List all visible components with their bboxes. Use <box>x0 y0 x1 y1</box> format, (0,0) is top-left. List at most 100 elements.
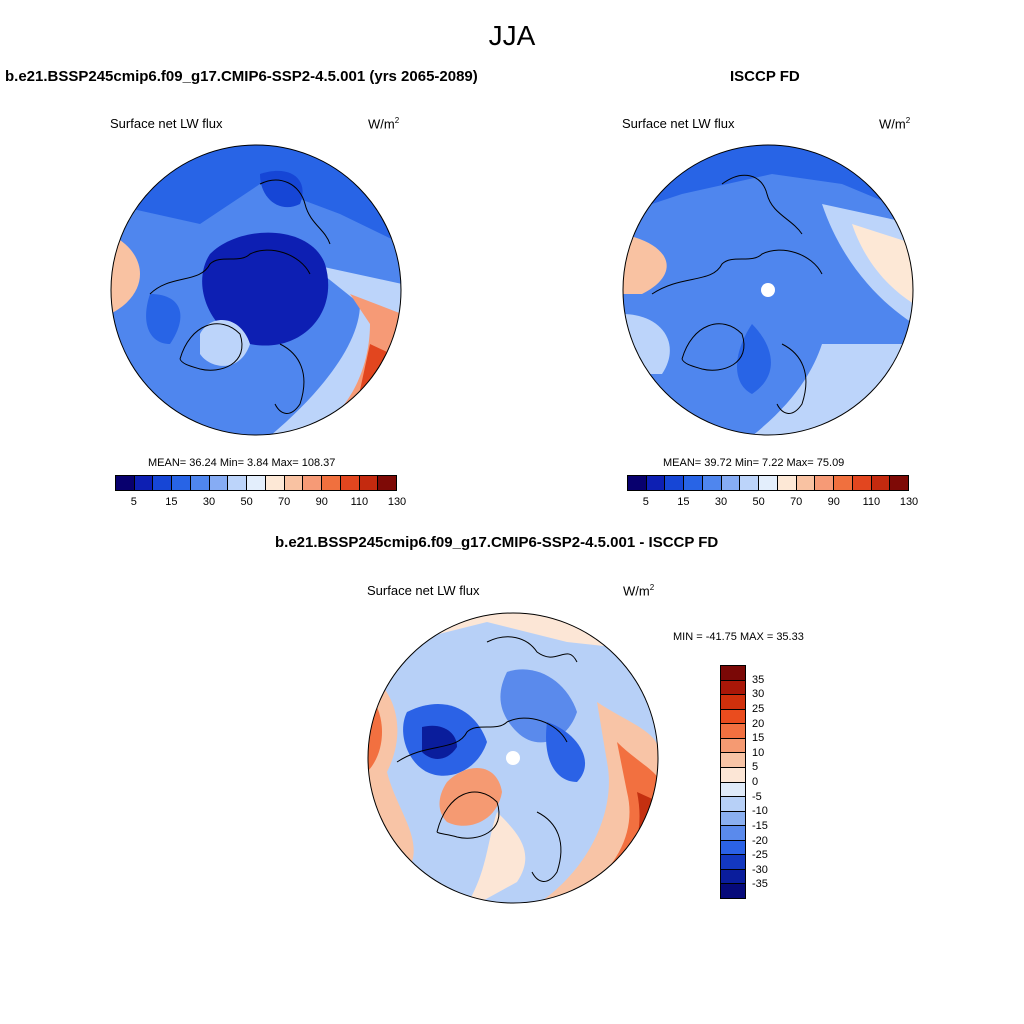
panel1-colorbar-tick-label: 110 <box>350 496 369 508</box>
panel2-variable: Surface net LW flux <box>622 116 735 131</box>
panel3-colorbar-color-box-8 <box>721 782 745 798</box>
panel1-colorbar-tick-label: 15 <box>165 496 178 508</box>
panel2-colorbar-tick-label: 130 <box>899 496 919 508</box>
panel1-colorbar-tick-label: 70 <box>278 496 291 508</box>
panel2-colorbar-tick-label: 5 <box>642 496 649 508</box>
panel1-colorbar-tick-label: 90 <box>315 496 328 508</box>
panel1-colorbar-color-box-14 <box>378 476 397 490</box>
panel3-colorbar-tick-label: 30 <box>752 688 765 701</box>
panel1-units: W/m2 <box>368 116 400 132</box>
panel3-colorbar-tick-label: -15 <box>752 819 768 832</box>
panel2-colorbar-color-box-13 <box>871 476 891 490</box>
panel3-colorbar-color-box-13 <box>721 855 745 870</box>
panel2-colorbar-tick-label: 110 <box>862 496 881 508</box>
panel1-colorbar-tick-label: 5 <box>130 496 137 508</box>
panel2-colorbar-color-box-4 <box>702 476 722 490</box>
panel1-colorbar-color-box-5 <box>209 476 229 490</box>
panel2-colorbar-tick-label: 15 <box>677 496 690 508</box>
panel2-colorbar-color-box-2 <box>665 476 685 490</box>
panel3-variable: Surface net LW flux <box>367 583 480 598</box>
panel3-coastlines <box>396 636 578 882</box>
panel3-colorbar-color-box-6 <box>721 753 745 768</box>
panel2-pole-hole <box>761 283 775 297</box>
panel3-pole-hole <box>506 751 520 765</box>
panel3-greenland-positive <box>439 768 502 826</box>
panel3-colorbar-color-box-14 <box>721 869 745 885</box>
panel1-colorbar-tick-label: 130 <box>387 496 407 508</box>
panel2-colorbar-color-box-9 <box>796 476 816 490</box>
panel1-colorbar-color-box-7 <box>247 476 266 490</box>
panel1-map-border <box>110 144 402 436</box>
panel2-polar-map <box>622 144 914 436</box>
panel2-colorbar-color-box-0 <box>628 476 647 490</box>
panel3-colorbar-color-box-2 <box>721 695 745 710</box>
panel1-colorbar-color-box-4 <box>190 476 210 490</box>
panel2-colorbar-tick-label: 50 <box>752 496 765 508</box>
panel3-colorbar-tick-label: 15 <box>752 732 765 745</box>
panel2-coastlines <box>651 174 823 414</box>
panel1-variable: Surface net LW flux <box>110 116 223 131</box>
panel1-colorbar-color-box-0 <box>116 476 135 490</box>
panel3-colorbar-tick-label: 10 <box>752 746 765 759</box>
panel3-polar-map <box>367 612 659 904</box>
panel2-colorbar-color-box-14 <box>890 476 909 490</box>
panel3-colorbar-ticks: 35 30 25 20 15 10 5 0 -5 -10 -15 -20 -25 -30 -35 <box>752 665 792 899</box>
panel3-colorbar-color-box-12 <box>721 840 745 856</box>
panel3-colorbar-color-box-7 <box>721 767 745 783</box>
panel1-colorbar-color-box-8 <box>265 476 285 490</box>
panel2-colorbar <box>627 475 909 491</box>
panel2-colorbar-color-box-12 <box>852 476 872 490</box>
panel2-colorbar-color-box-5 <box>721 476 741 490</box>
panel3-units: W/m2 <box>623 583 655 599</box>
figure-title: JJA <box>488 20 536 51</box>
panel1-title: b.e21.BSSP245cmip6.f09_g17.CMIP6-SSP2-4.… <box>5 68 478 85</box>
panel2-colorbar-color-box-3 <box>684 476 703 490</box>
panel3-colorbar-tick-label: 35 <box>752 673 765 686</box>
panel1-colorbar-color-box-9 <box>284 476 304 490</box>
panel3-colorbar-tick-label: 20 <box>752 717 765 730</box>
panel3-stats: MIN = -41.75 MAX = 35.33 <box>673 631 804 643</box>
panel3-colorbar-tick-label: -35 <box>752 878 768 891</box>
panel2-colorbar-tick-label: 90 <box>827 496 840 508</box>
panel3-colorbar-tick-label: -20 <box>752 834 768 847</box>
panel3-colorbar <box>720 665 746 899</box>
panel1-stats: MEAN= 36.24 Min= 3.84 Max= 108.37 <box>148 457 336 469</box>
panel2-colorbar-color-box-8 <box>777 476 797 490</box>
panel2-colorbar-color-box-7 <box>759 476 778 490</box>
panel1-colorbar-ticks: 5 15 30 50 70 90 110 130 <box>115 496 406 510</box>
panel1-colorbar-color-box-12 <box>340 476 360 490</box>
panel2-colorbar-color-box-1 <box>646 476 666 490</box>
panel3-colorbar-color-box-9 <box>721 797 745 812</box>
panel2-colorbar-tick-label: 30 <box>714 496 728 508</box>
panel1-colorbar-color-box-3 <box>172 476 191 490</box>
panel3-colorbar-color-box-10 <box>721 811 745 827</box>
panel3-colorbar-tick-label: 5 <box>752 761 759 774</box>
panel1-colorbar-color-box-1 <box>134 476 154 490</box>
panel2-map-border <box>622 144 914 436</box>
panel3-colorbar-color-box-15 <box>721 884 745 898</box>
panel1-colorbar <box>115 475 397 491</box>
panel3-colorbar-color-box-4 <box>721 724 745 739</box>
panel2-units: W/m2 <box>879 116 911 132</box>
panel3-colorbar-tick-label: 25 <box>752 702 765 715</box>
panel3-colorbar-tick-label: -25 <box>752 849 768 862</box>
panel2-colorbar-ticks: 5 15 30 50 70 90 110 130 <box>627 496 918 510</box>
panel3-title: b.e21.BSSP245cmip6.f09_g17.CMIP6-SSP2-4.… <box>275 534 719 551</box>
panel3-colorbar-tick-label: -5 <box>752 790 762 803</box>
panel1-colorbar-color-box-6 <box>228 476 248 490</box>
panel3-colorbar-tick-label: 0 <box>752 776 759 788</box>
panel3-colorbar-color-box-1 <box>721 680 745 696</box>
panel3-map-border <box>367 612 659 904</box>
panel1-colorbar-tick-label: 50 <box>240 496 253 508</box>
panel1-colorbar-color-box-11 <box>322 476 341 490</box>
panel1-coastlines <box>149 179 331 414</box>
panel2-colorbar-tick-label: 70 <box>790 496 803 508</box>
panel1-arctic-minimum <box>202 232 329 346</box>
panel1-colorbar-color-box-10 <box>303 476 323 490</box>
panel3-colorbar-color-box-0 <box>721 666 745 681</box>
panel3-colorbar-tick-label: -30 <box>752 863 768 876</box>
panel3-colorbar-color-box-3 <box>721 709 745 725</box>
panel2-title: ISCCP FD <box>730 68 800 85</box>
panel2-colorbar-color-box-6 <box>740 476 760 490</box>
panel2-colorbar-color-box-10 <box>815 476 835 490</box>
